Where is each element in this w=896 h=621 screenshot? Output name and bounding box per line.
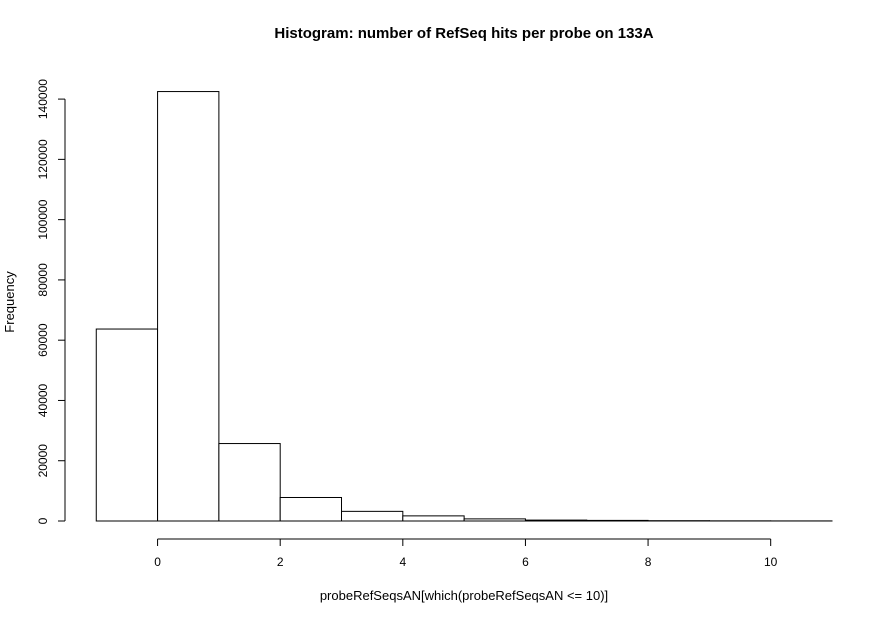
y-tick-label: 100000 <box>36 199 50 239</box>
histogram-bar <box>402 515 465 522</box>
x-tick-label: 4 <box>399 555 406 569</box>
y-axis: 0 20000 40000 60000 80000 100000 120000 140000 <box>36 79 66 524</box>
histogram-bar <box>279 496 343 522</box>
y-axis-label: Frequency <box>2 271 17 333</box>
y-tick-label: 80000 <box>36 263 50 297</box>
histogram-bar <box>95 328 159 522</box>
y-tick-label: 40000 <box>36 383 50 417</box>
x-tick-label: 6 <box>522 555 529 569</box>
y-tick-label: 120000 <box>36 139 50 179</box>
x-tick-label: 0 <box>154 555 161 569</box>
x-tick-label: 2 <box>277 555 284 569</box>
histogram-bar <box>157 91 220 522</box>
x-axis: 0 2 4 6 8 10 <box>96 520 832 569</box>
x-axis-label: probeRefSeqsAN[which(probeRefSeqsAN <= 1… <box>320 588 608 603</box>
chart-title: Histogram: number of RefSeq hits per pro… <box>274 25 653 42</box>
x-tick-label: 10 <box>764 555 778 569</box>
y-tick-label: 60000 <box>36 323 50 357</box>
y-tick-label: 140000 <box>36 79 50 119</box>
y-tick-label: 0 <box>36 517 50 524</box>
bars-group <box>95 91 833 522</box>
histogram-bar <box>341 510 404 522</box>
histogram-bar <box>218 443 281 522</box>
y-tick-label: 20000 <box>36 444 50 478</box>
x-tick-label: 8 <box>645 555 652 569</box>
